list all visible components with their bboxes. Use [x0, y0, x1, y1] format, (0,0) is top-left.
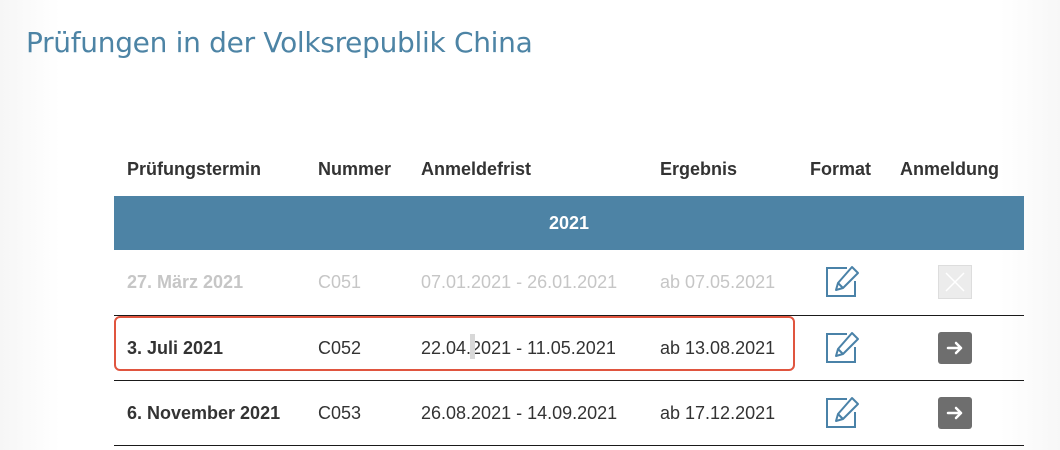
exam-date: 27. März 2021 — [127, 272, 244, 292]
header-registration: Anmeldung — [900, 159, 999, 179]
exam-schedule-table: Prüfungstermin Nummer Anmeldefrist Ergeb… — [114, 140, 1024, 446]
register-button[interactable] — [938, 332, 972, 364]
exam-date: 3. Juli 2021 — [127, 338, 224, 358]
registration-deadline: 26.08.2021 - 14.09.2021 — [421, 403, 618, 423]
result-date: ab 17.12.2021 — [660, 403, 776, 423]
table-row: 3. Juli 2021 C052 22.04.2021 - 11.05.202… — [114, 316, 1024, 381]
exam-date: 6. November 2021 — [127, 403, 281, 423]
page-title: Prüfungen in der Volksrepublik China — [26, 26, 533, 59]
exam-number: C053 — [318, 403, 362, 423]
text-cursor — [470, 334, 475, 359]
header-exam-date: Prüfungstermin — [127, 159, 262, 179]
edit-form-icon[interactable] — [824, 330, 860, 366]
table-row: 6. November 2021 C053 26.08.2021 - 14.09… — [114, 381, 1024, 446]
table-header: Prüfungstermin Nummer Anmeldefrist Ergeb… — [114, 140, 1024, 196]
edit-form-icon[interactable] — [824, 264, 860, 300]
edit-form-icon[interactable] — [824, 395, 860, 431]
close-disabled-icon — [945, 272, 965, 292]
register-button[interactable] — [938, 397, 972, 429]
header-number: Nummer — [318, 159, 392, 179]
table-row: 27. März 2021 C051 07.01.2021 - 26.01.20… — [114, 250, 1024, 316]
year-label: 2021 — [548, 213, 590, 233]
year-group-header: 2021 — [114, 196, 1024, 250]
exam-number: C051 — [318, 272, 362, 292]
result-date: ab 07.05.2021 — [660, 272, 776, 292]
header-deadline: Anmeldefrist — [421, 159, 532, 179]
header-format: Format — [810, 159, 872, 179]
registration-closed-button — [938, 265, 972, 299]
result-date: ab 13.08.2021 — [660, 338, 776, 358]
arrow-right-icon — [946, 341, 963, 355]
arrow-right-icon — [946, 406, 963, 420]
registration-deadline: 22.04.2021 - 11.05.2021 — [421, 338, 616, 358]
registration-deadline: 07.01.2021 - 26.01.2021 — [421, 272, 618, 292]
exam-number: C052 — [318, 338, 362, 358]
header-result: Ergebnis — [660, 159, 738, 179]
